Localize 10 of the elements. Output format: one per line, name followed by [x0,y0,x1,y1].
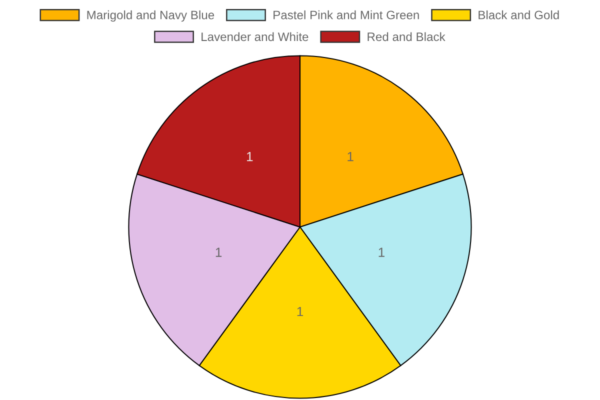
legend-label: Red and Black [368,32,446,42]
legend-label: Marigold and Navy Blue [87,10,214,22]
data-label: 1 [348,152,354,162]
data-label: 1 [246,152,253,162]
legend-label: Pastel Pink and Mint Green [274,10,419,20]
data-label: 1 [216,248,222,257]
data-label: 1 [297,306,304,316]
legend-label: Lavender and White [202,32,308,42]
data-label: 1 [378,248,384,257]
legend-label: Black and Gold [478,10,559,20]
